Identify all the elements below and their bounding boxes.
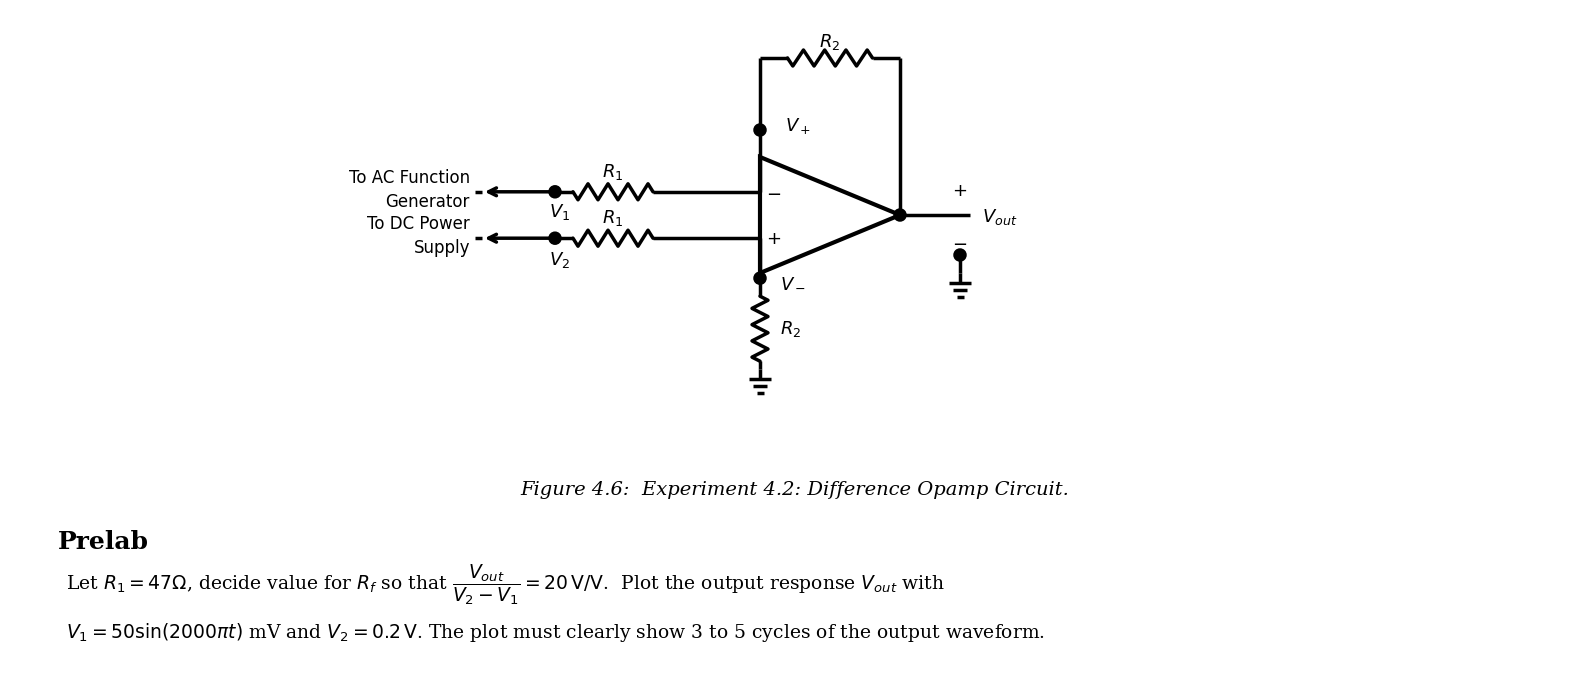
Circle shape bbox=[956, 250, 965, 260]
Circle shape bbox=[755, 273, 765, 283]
Text: Prelab: Prelab bbox=[57, 530, 149, 554]
Text: To AC Function: To AC Function bbox=[348, 169, 471, 187]
Text: $+$: $+$ bbox=[952, 182, 968, 200]
Circle shape bbox=[755, 125, 765, 135]
Text: $V_1 = 50\sin(2000\pi t)$ mV and $V_2 = 0.2\,\mathrm{V}$. The plot must clearly : $V_1 = 50\sin(2000\pi t)$ mV and $V_2 = … bbox=[67, 621, 1045, 644]
Text: $R_1$: $R_1$ bbox=[603, 162, 623, 182]
Circle shape bbox=[550, 187, 560, 197]
Text: $-$: $-$ bbox=[952, 234, 968, 252]
Text: $V_{out}$: $V_{out}$ bbox=[983, 207, 1018, 227]
Text: $+$: $+$ bbox=[766, 230, 782, 249]
Text: Generator: Generator bbox=[386, 193, 471, 210]
Text: $V_+$: $V_+$ bbox=[785, 116, 811, 136]
Circle shape bbox=[550, 233, 560, 243]
Circle shape bbox=[895, 210, 905, 220]
Text: $V_2$: $V_2$ bbox=[550, 250, 571, 270]
Text: Supply: Supply bbox=[413, 239, 471, 257]
Text: Let $R_1 = 47\Omega$, decide value for $R_f$ so that $\dfrac{V_{out}}{V_2-V_1} =: Let $R_1 = 47\Omega$, decide value for $… bbox=[67, 563, 944, 607]
Text: To DC Power: To DC Power bbox=[367, 215, 471, 233]
Text: $R_2$: $R_2$ bbox=[781, 318, 801, 339]
Text: $-$: $-$ bbox=[766, 184, 782, 202]
Text: $V_1$: $V_1$ bbox=[550, 202, 571, 222]
Text: $R_1$: $R_1$ bbox=[603, 208, 623, 228]
Text: $V_-$: $V_-$ bbox=[781, 273, 806, 291]
Text: $R_2$: $R_2$ bbox=[819, 32, 841, 52]
Text: Figure 4.6:  Experiment 4.2: Difference Opamp Circuit.: Figure 4.6: Experiment 4.2: Difference O… bbox=[520, 481, 1070, 499]
